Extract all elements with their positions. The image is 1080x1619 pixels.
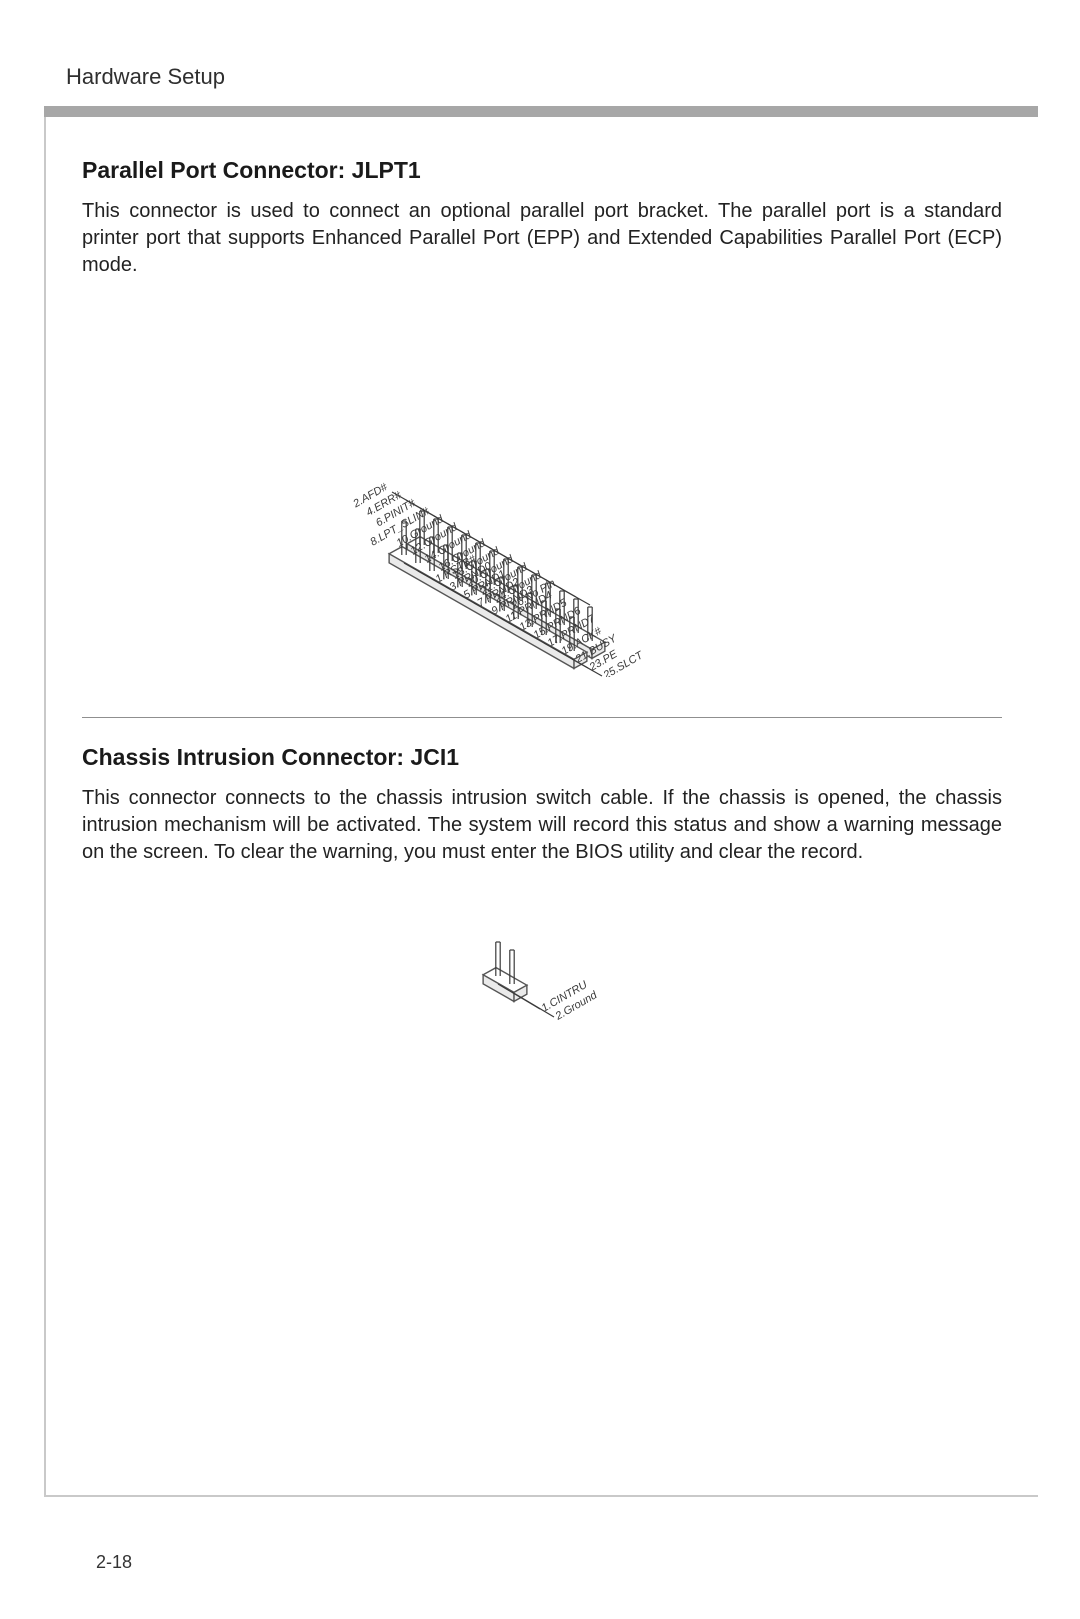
- page: Hardware Setup Parallel Port Connector: …: [0, 0, 1080, 1619]
- header-grey-bar: [44, 106, 1038, 117]
- diagram-jci1: 2.Ground1.CINTRU: [82, 894, 1002, 1064]
- content-frame: Parallel Port Connector: JLPT1 This conn…: [44, 117, 1038, 1497]
- section-title-jlpt1: Parallel Port Connector: JLPT1: [82, 157, 1002, 184]
- section-body-jci1: This connector connects to the chassis i…: [82, 785, 1002, 866]
- diagram-jlpt1: 26.No Pin24.Ground22.Ground20.Ground18.G…: [82, 307, 1002, 677]
- connector-diagram-jlpt1: 26.No Pin24.Ground22.Ground20.Ground18.G…: [212, 307, 872, 677]
- page-number: 2-18: [96, 1552, 132, 1573]
- section-divider: [82, 717, 1002, 718]
- section-title-jci1: Chassis Intrusion Connector: JCI1: [82, 744, 1002, 771]
- header-title: Hardware Setup: [66, 64, 1038, 90]
- section-body-jlpt1: This connector is used to connect an opt…: [82, 198, 1002, 279]
- connector-diagram-jci1: 2.Ground1.CINTRU: [412, 894, 672, 1064]
